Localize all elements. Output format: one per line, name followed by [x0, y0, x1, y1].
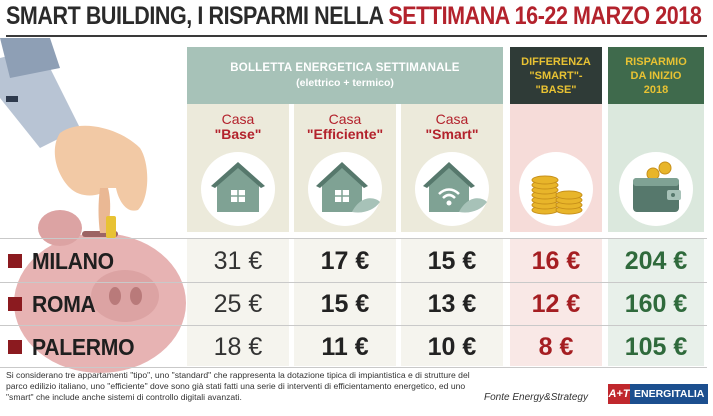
logo-mark: A+T	[608, 384, 630, 404]
header-risp-line2: DA INIZIO	[630, 69, 682, 82]
value-base: 25 €	[213, 289, 263, 318]
label-casa-base-top: Casa	[221, 111, 255, 127]
coins-icon	[519, 152, 593, 226]
house-efficient-icon	[308, 152, 382, 226]
city-name: ROMA	[32, 290, 96, 317]
header-bolletta: BOLLETTA ENERGETICA SETTIMANALE (elettri…	[187, 47, 503, 104]
city-name: PALERMO	[32, 333, 135, 360]
label-casa-base: Casa "Base"	[187, 112, 289, 142]
column-bg-smart	[401, 238, 503, 366]
value-risparmio: 160 €	[624, 289, 688, 318]
value-differenza: 8 €	[538, 332, 574, 361]
panel-casa-smart: Casa "Smart"	[401, 104, 503, 232]
header-differenza: DIFFERENZA "SMART"- "BASE"	[510, 47, 602, 104]
city-label: MILANO	[8, 242, 121, 280]
label-casa-smart-top: Casa	[435, 111, 469, 127]
header-diff-line1: DIFFERENZA	[521, 55, 591, 68]
bullet-square-icon	[8, 340, 22, 354]
header-diff-line2: "SMART"-	[529, 69, 583, 82]
title-part-1: SMART BUILDING, I RISPARMI NELLA	[6, 2, 389, 30]
title-part-2: SETTIMANA 16-22 MARZO 2018	[388, 2, 702, 30]
piggy-bank-icon	[14, 210, 186, 373]
value-smart: 13 €	[427, 289, 477, 318]
city-label: PALERMO	[8, 328, 143, 366]
house-base-icon	[201, 152, 275, 226]
header-risparmio: RISPARMIO DA INIZIO 2018	[608, 47, 704, 104]
footnote: Si considerano tre appartamenti "tipo", …	[6, 370, 470, 402]
energitalia-logo: A+T ENERGITALIA	[608, 384, 709, 404]
house-smart-icon	[415, 152, 489, 226]
value-efficiente: 11 €	[321, 332, 369, 361]
coin-icon	[106, 216, 116, 238]
value-risparmio: 204 €	[624, 246, 688, 275]
value-differenza: 12 €	[531, 289, 581, 318]
row-divider	[0, 325, 707, 326]
city-name: MILANO	[32, 247, 114, 274]
title-divider	[6, 35, 707, 37]
row-divider	[0, 282, 707, 283]
label-casa-base-bottom: "Base"	[214, 126, 262, 142]
column-bg-differenza	[510, 238, 602, 366]
bullet-square-icon	[8, 297, 22, 311]
panel-differenza	[510, 104, 602, 232]
logo-word: ENERGITALIA	[630, 384, 709, 404]
value-smart: 15 €	[427, 246, 477, 275]
label-casa-efficiente-bottom: "Efficiente"	[306, 126, 384, 142]
header-risp-line3: 2018	[643, 83, 669, 96]
column-bg-risparmio	[608, 238, 704, 366]
row-divider	[0, 238, 707, 239]
label-casa-efficiente-top: Casa	[328, 111, 362, 127]
column-bg-efficiente	[294, 238, 396, 366]
header-risp-line1: RISPARMIO	[625, 55, 687, 68]
value-base: 18 €	[213, 332, 263, 361]
panel-casa-base: Casa "Base"	[187, 104, 289, 232]
column-bg-base	[187, 238, 289, 366]
hand-piggy-illustration	[0, 38, 190, 378]
panel-risparmio	[608, 104, 704, 232]
value-smart: 10 €	[427, 332, 477, 361]
wallet-icon	[619, 152, 693, 226]
value-efficiente: 17 €	[320, 246, 370, 275]
value-differenza: 16 €	[531, 246, 581, 275]
value-base: 31 €	[213, 246, 263, 275]
hand-icon	[0, 38, 148, 233]
label-casa-smart: Casa "Smart"	[401, 112, 503, 142]
source-credit: Fonte Energy&Strategy	[484, 392, 588, 403]
value-efficiente: 15 €	[320, 289, 370, 318]
label-casa-efficiente: Casa "Efficiente"	[294, 112, 396, 142]
city-label: ROMA	[8, 285, 101, 323]
header-bolletta-line2: (elettrico + termico)	[296, 77, 394, 89]
page-title: SMART BUILDING, I RISPARMI NELLA SETTIMA…	[6, 2, 702, 36]
label-casa-smart-bottom: "Smart"	[425, 126, 479, 142]
header-bolletta-line1: BOLLETTA ENERGETICA SETTIMANALE	[230, 62, 460, 74]
value-risparmio: 105 €	[624, 332, 688, 361]
row-divider	[0, 367, 707, 368]
bullet-square-icon	[8, 254, 22, 268]
panel-casa-efficiente: Casa "Efficiente"	[294, 104, 396, 232]
header-diff-line3: "BASE"	[535, 83, 577, 96]
